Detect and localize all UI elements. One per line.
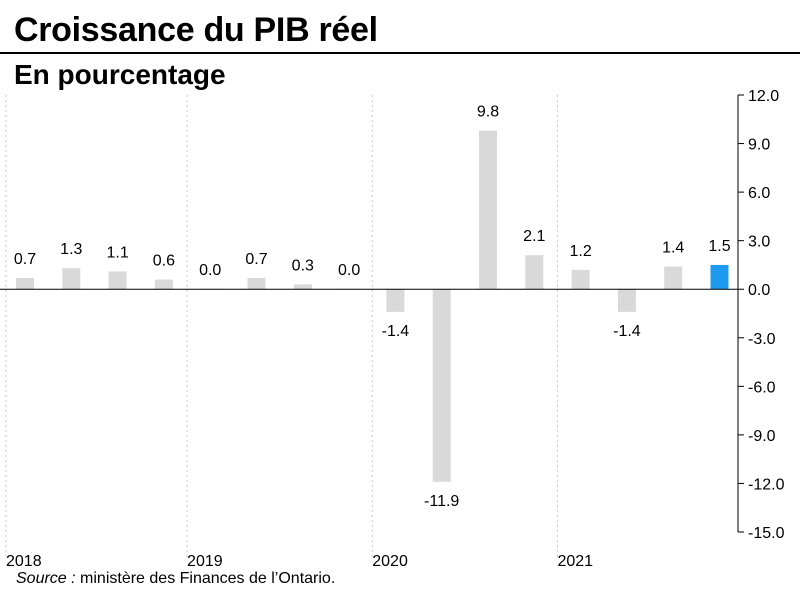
data-label: 0.3 <box>292 257 314 274</box>
year-separators <box>5 95 558 560</box>
data-label: 0.0 <box>199 262 221 279</box>
bar <box>710 264 729 290</box>
data-label: 1.1 <box>106 244 128 261</box>
bar <box>617 289 636 312</box>
chart-subtitle: En pourcentage <box>14 59 226 90</box>
y-tick-label: 3.0 <box>748 234 770 251</box>
x-year-label: 2018 <box>6 553 42 570</box>
source-label: Source : <box>16 570 76 587</box>
data-label: 2.1 <box>523 228 545 245</box>
bar <box>432 289 451 482</box>
x-axis-year-labels: 2018 2019 2020 2021 <box>6 553 593 570</box>
bar <box>16 277 34 290</box>
bar-series <box>16 130 729 482</box>
data-labels: 0.7 1.3 1.1 0.6 0.0 0.7 0.3 0.0 -1.4 -11.9 9.8 2.1 1… <box>14 104 731 510</box>
data-label: -11.9 <box>424 493 459 510</box>
data-label: 0.6 <box>153 253 175 270</box>
bar <box>479 130 497 290</box>
source-text: ministère des Finances de l’Ontario. <box>75 570 336 587</box>
title-divider <box>0 52 800 54</box>
bar <box>108 271 127 290</box>
data-label: 1.5 <box>708 238 730 255</box>
data-label: 9.8 <box>477 104 499 121</box>
bar <box>154 279 173 290</box>
data-label: 1.4 <box>662 240 684 257</box>
y-tick-label: -15.0 <box>748 525 785 542</box>
data-label: 0.7 <box>245 251 267 268</box>
y-tick-label: 6.0 <box>748 185 770 202</box>
x-year-label: 2021 <box>557 553 593 570</box>
y-tick-label: -3.0 <box>748 331 776 348</box>
data-label: 0.7 <box>14 251 36 268</box>
y-tick-label: -6.0 <box>748 379 776 396</box>
y-tick-label: -12.0 <box>748 476 785 493</box>
y-tick-label: 9.0 <box>748 137 770 154</box>
source-note: Source : ministère des Finances de l’Ont… <box>16 570 335 588</box>
chart-title: Croissance du PIB réel <box>14 11 378 49</box>
bar <box>525 255 544 290</box>
bar <box>386 289 405 312</box>
data-label: -1.4 <box>613 323 641 340</box>
bar <box>571 269 590 290</box>
y-axis: 12.0 9.0 6.0 3.0 0.0 -3.0 -6.0 -9.0 -12.0 -15.0 <box>0 88 785 542</box>
bar <box>247 277 266 290</box>
bar <box>62 268 81 290</box>
y-tick-label: -9.0 <box>748 428 776 445</box>
data-label: 1.2 <box>569 243 591 260</box>
data-label: -1.4 <box>382 323 410 340</box>
bar <box>293 284 312 290</box>
data-label: 1.3 <box>60 241 82 258</box>
y-tick-label: 12.0 <box>748 88 779 105</box>
x-year-label: 2019 <box>187 553 223 570</box>
data-label: 0.0 <box>338 262 360 279</box>
y-tick-label: 0.0 <box>748 282 770 299</box>
bar <box>664 266 683 290</box>
x-year-label: 2020 <box>372 553 408 570</box>
